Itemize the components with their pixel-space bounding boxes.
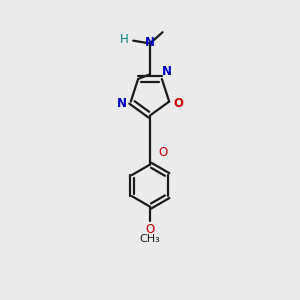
Text: O: O [173, 98, 183, 110]
Text: O: O [146, 224, 154, 236]
Text: O: O [158, 146, 168, 159]
Text: N: N [162, 65, 172, 78]
Text: N: N [117, 98, 127, 110]
Text: CH₃: CH₃ [140, 234, 160, 244]
Text: H: H [119, 33, 128, 46]
Text: N: N [145, 35, 155, 49]
